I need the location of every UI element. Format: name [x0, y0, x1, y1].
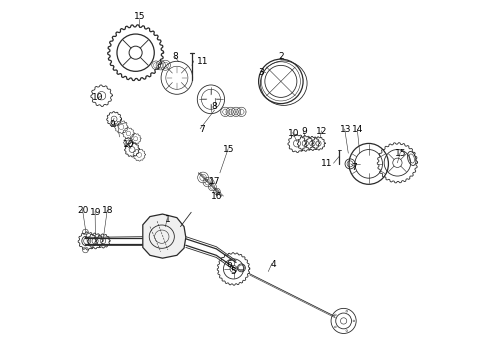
- Text: 20: 20: [77, 206, 89, 215]
- Text: 2: 2: [278, 52, 284, 61]
- Text: 19: 19: [90, 208, 101, 217]
- Text: 17: 17: [209, 177, 221, 186]
- Text: 16: 16: [211, 192, 222, 201]
- Text: 14: 14: [352, 125, 364, 134]
- Text: 13: 13: [340, 125, 351, 134]
- Text: 7: 7: [351, 163, 357, 172]
- Text: 1: 1: [165, 215, 171, 224]
- Text: 10: 10: [288, 129, 299, 138]
- Polygon shape: [143, 214, 186, 258]
- Text: 5: 5: [231, 267, 236, 276]
- Text: 18: 18: [102, 206, 114, 215]
- Text: 11: 11: [321, 159, 333, 168]
- Text: 6: 6: [226, 260, 232, 269]
- Text: 15: 15: [223, 145, 235, 154]
- Text: 10: 10: [92, 93, 104, 102]
- Text: 12: 12: [317, 127, 328, 136]
- Text: 15: 15: [395, 149, 407, 158]
- Text: 15: 15: [133, 12, 145, 21]
- Text: 4: 4: [270, 260, 276, 269]
- Text: 10: 10: [122, 140, 134, 149]
- Text: 7: 7: [199, 125, 205, 134]
- Text: 8: 8: [172, 52, 178, 61]
- Text: 9: 9: [109, 120, 115, 129]
- Text: 3: 3: [258, 68, 264, 77]
- Text: 8: 8: [212, 102, 218, 111]
- Text: 11: 11: [196, 57, 208, 66]
- Text: 9: 9: [301, 127, 307, 136]
